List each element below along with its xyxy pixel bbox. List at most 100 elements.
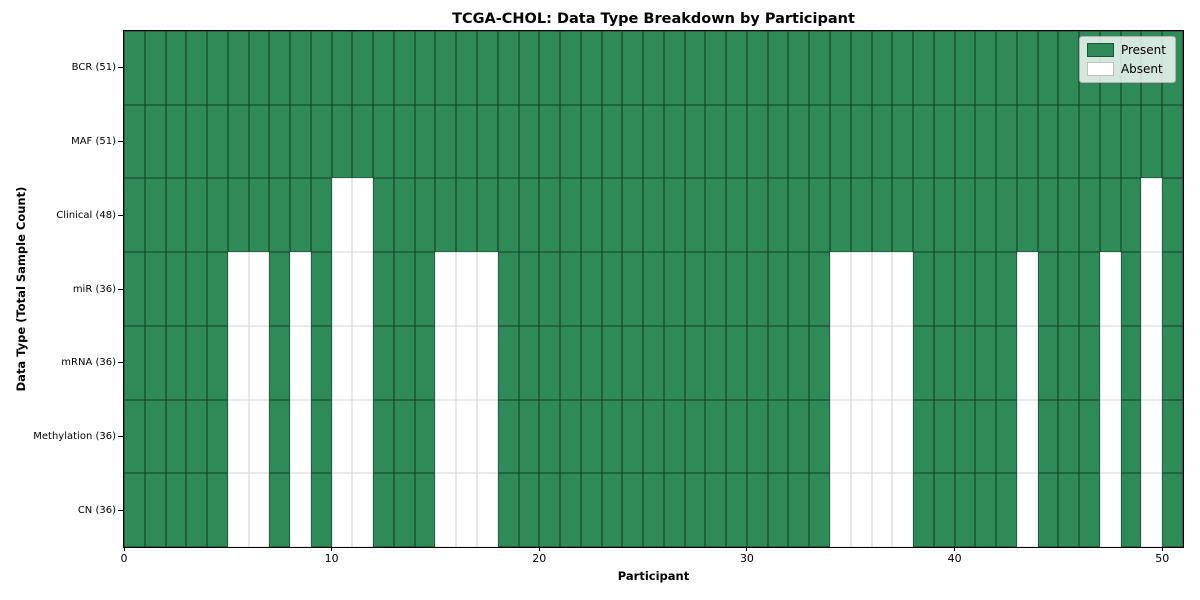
- heatmap-cell: [269, 178, 291, 253]
- heatmap-cell: [622, 252, 644, 326]
- heatmap-cell: [954, 252, 976, 326]
- heatmap-cell: [1079, 399, 1100, 474]
- heatmap-cell: [913, 399, 934, 474]
- heatmap-cell: [1079, 473, 1100, 547]
- heatmap-cell: [539, 104, 561, 179]
- heatmap-cell: [892, 104, 914, 179]
- heatmap-cell: [456, 178, 477, 253]
- heatmap-cell: [746, 31, 768, 105]
- heatmap-cell: [1016, 104, 1038, 179]
- heatmap-cell: [975, 104, 997, 179]
- heatmap-cell: [248, 31, 270, 105]
- x-tick-mark: [538, 547, 540, 551]
- heatmap-cell: [705, 104, 727, 179]
- heatmap-cell: [456, 399, 477, 474]
- heatmap-cell: [892, 473, 914, 547]
- x-axis-label: Participant: [617, 569, 690, 583]
- x-tick-mark: [331, 547, 333, 551]
- heatmap-cell: [227, 252, 249, 326]
- heatmap-cell: [954, 473, 976, 547]
- heatmap-cell: [996, 104, 1017, 179]
- heatmap-cell: [456, 473, 477, 547]
- heatmap-cell: [373, 252, 394, 326]
- heatmap-cell: [207, 399, 228, 474]
- heatmap-cell: [456, 104, 477, 179]
- heatmap-cell: [601, 252, 623, 326]
- x-tick-label: 10: [324, 552, 339, 565]
- heatmap-cell: [352, 31, 374, 105]
- heatmap-cell: [456, 325, 477, 400]
- heatmap-cell: [1141, 178, 1163, 253]
- heatmap-cell: [622, 399, 644, 474]
- heatmap-cell: [1079, 178, 1100, 253]
- y-tick-label: MAF (51): [71, 136, 116, 148]
- heatmap-cell: [310, 252, 332, 326]
- y-tick-label: Clinical (48): [56, 209, 116, 221]
- heatmap-cell: [144, 31, 166, 105]
- heatmap-cell: [809, 252, 830, 326]
- heatmap-cell: [435, 104, 457, 179]
- heatmap-cell: [227, 178, 249, 253]
- heatmap-cell: [518, 252, 540, 326]
- heatmap-cell: [1162, 178, 1183, 253]
- heatmap-cell: [705, 31, 727, 105]
- heatmap-cell: [227, 325, 249, 400]
- heatmap-cell: [248, 252, 270, 326]
- heatmap-cell: [227, 399, 249, 474]
- heatmap-cell: [393, 473, 415, 547]
- heatmap-cell: [850, 178, 872, 253]
- heatmap-cell: [663, 252, 685, 326]
- heatmap-cell: [352, 325, 374, 400]
- heatmap-cell: [809, 399, 830, 474]
- heatmap-cell: [248, 178, 270, 253]
- heatmap-cell: [393, 104, 415, 179]
- heatmap-cell: [227, 31, 249, 105]
- heatmap-cell: [373, 104, 394, 179]
- y-tick-mark: [118, 288, 123, 290]
- heatmap-cell: [726, 178, 747, 253]
- heatmap-cell: [996, 178, 1017, 253]
- heatmap-cell: [746, 325, 768, 400]
- heatmap-cell: [476, 104, 498, 179]
- heatmap-cell: [933, 399, 955, 474]
- heatmap-cell: [227, 104, 249, 179]
- heatmap-cell: [539, 325, 561, 400]
- y-tick-label: BCR (51): [71, 62, 116, 74]
- heatmap-cell: [373, 325, 394, 400]
- heatmap-cell: [705, 325, 727, 400]
- heatmap-cell: [601, 104, 623, 179]
- heatmap-cell: [248, 473, 270, 547]
- heatmap-cell: [1016, 31, 1038, 105]
- legend-item-present: Present: [1086, 43, 1166, 57]
- heatmap-cell: [1079, 104, 1100, 179]
- heatmap-cell: [207, 104, 228, 179]
- heatmap-cell: [310, 104, 332, 179]
- heatmap-cell: [124, 473, 145, 547]
- heatmap-cell: [1058, 325, 1080, 400]
- heatmap-cell: [124, 31, 145, 105]
- heatmap-cell: [850, 252, 872, 326]
- heatmap-cell: [539, 399, 561, 474]
- heatmap-cell: [518, 325, 540, 400]
- heatmap-cell: [996, 473, 1017, 547]
- heatmap-cell: [290, 252, 311, 326]
- heatmap-cell: [913, 31, 934, 105]
- heatmap-cell: [352, 178, 374, 253]
- heatmap-cell: [290, 399, 311, 474]
- heatmap-cell: [996, 325, 1017, 400]
- heatmap-cell: [310, 31, 332, 105]
- heatmap-cell: [829, 178, 851, 253]
- heatmap-cell: [518, 473, 540, 547]
- heatmap-cell: [684, 178, 706, 253]
- heatmap-cell: [476, 473, 498, 547]
- heatmap-cell: [518, 178, 540, 253]
- heatmap-cell: [1120, 325, 1142, 400]
- legend-label-present: Present: [1120, 43, 1166, 57]
- heatmap-cell: [850, 399, 872, 474]
- heatmap-cell: [290, 31, 311, 105]
- heatmap-cell: [829, 399, 851, 474]
- heatmap-cell: [186, 31, 208, 105]
- heatmap-cell: [560, 252, 581, 326]
- heatmap-cell: [892, 325, 914, 400]
